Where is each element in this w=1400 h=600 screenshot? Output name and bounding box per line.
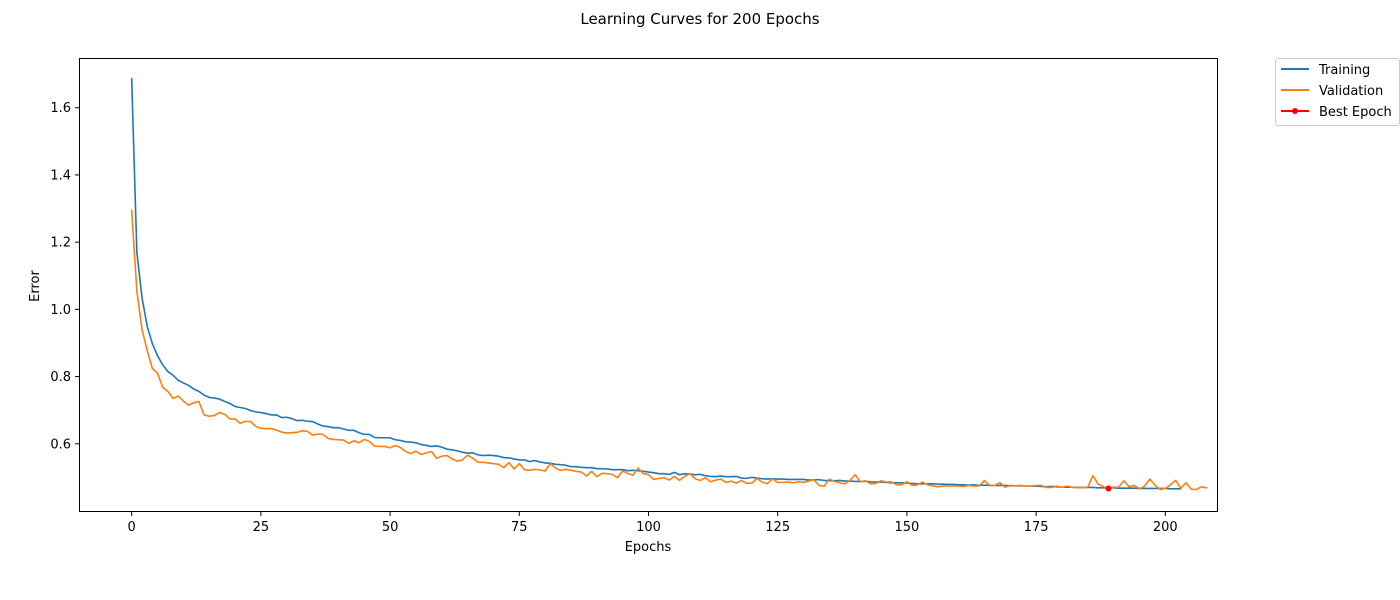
x-tick-label: 50 [382, 520, 399, 535]
legend-label-best-epoch: Best Epoch [1319, 105, 1392, 120]
x-tick-label: 100 [636, 520, 661, 535]
x-axis-title: Epochs [625, 540, 672, 555]
plot-frame [79, 58, 1218, 512]
x-tick-label: 0 [128, 520, 136, 535]
plot-markers [1105, 485, 1112, 492]
y-tick-label: 1.0 [50, 303, 71, 318]
legend-marker-best-epoch [1292, 108, 1298, 114]
legend-label-training: Training [1318, 63, 1370, 78]
x-tick-label: 150 [894, 520, 919, 535]
best-epoch-marker [1105, 485, 1112, 492]
x-axis: 0 25 50 75 100 125 150 175 200 [128, 511, 1178, 535]
x-tick-label: 75 [511, 520, 528, 535]
y-axis-title: Error [28, 270, 43, 302]
y-tick-label: 1.2 [50, 236, 71, 251]
legend-label-validation: Validation [1319, 84, 1383, 99]
y-tick-label: 0.6 [50, 437, 71, 452]
x-tick-label: 175 [1024, 520, 1049, 535]
y-tick-label: 1.6 [50, 101, 71, 116]
x-tick-label: 200 [1153, 520, 1178, 535]
x-tick-label: 25 [253, 520, 270, 535]
chart-title: Learning Curves for 200 Epochs [580, 10, 819, 28]
training-line [130, 77, 1182, 490]
y-axis: 0.6 0.8 1.0 1.2 1.4 1.6 [50, 101, 80, 452]
x-tick-label: 125 [765, 520, 790, 535]
y-tick-label: 0.8 [50, 370, 71, 385]
plot-lines [130, 77, 1208, 491]
validation-line [130, 209, 1208, 491]
y-tick-label: 1.4 [50, 168, 71, 183]
legend: Training Validation Best Epoch [1275, 58, 1400, 126]
